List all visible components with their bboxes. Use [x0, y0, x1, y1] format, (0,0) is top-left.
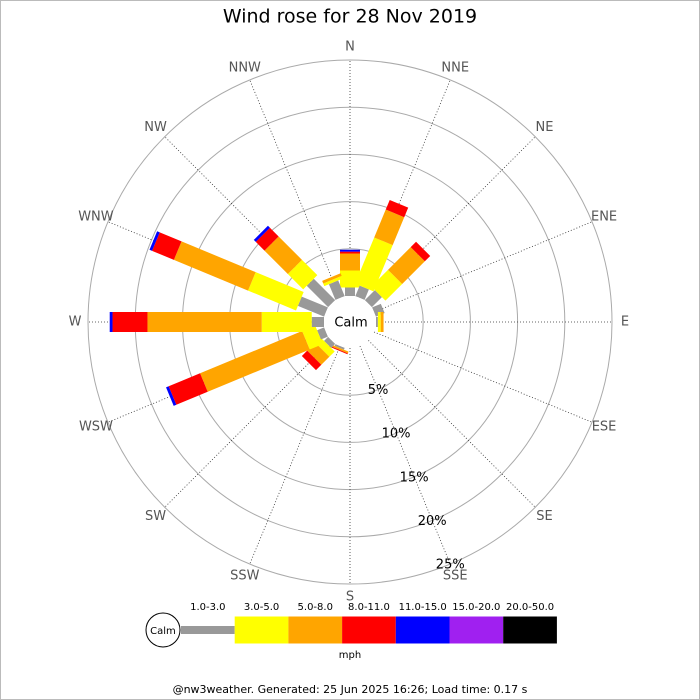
bar-segment [311, 317, 324, 327]
direction-label: NNW [229, 60, 261, 75]
bar-segment [340, 249, 360, 252]
bar-segment [287, 259, 318, 290]
legend-label: 3.0-5.0 [244, 602, 279, 613]
bar-segment [345, 287, 355, 296]
spoke [359, 345, 451, 565]
bar-segment [255, 227, 279, 251]
bar-segment [301, 350, 322, 371]
bar-segment [324, 336, 336, 348]
legend-swatch [395, 616, 450, 644]
bar-segment [253, 225, 270, 242]
bar-segment [380, 312, 384, 332]
bar-segment [306, 278, 336, 308]
bar-segment [317, 327, 328, 340]
direction-label: WNW [78, 209, 114, 224]
bar-segment [323, 275, 343, 287]
bar-segment [168, 373, 208, 405]
legend-label: 8.0-11.0 [348, 602, 390, 613]
legend-label: 11.0-15.0 [399, 602, 447, 613]
bar-segment [152, 232, 182, 260]
ring-label: 10% [382, 427, 411, 442]
ring [87, 59, 613, 585]
legend-swatch [181, 626, 235, 634]
bar-segment [388, 247, 425, 284]
ring-label: 15% [400, 470, 429, 485]
direction-label: ENE [591, 209, 617, 224]
bar-segment [376, 317, 378, 327]
legend-calm [145, 612, 181, 648]
bar-segment [264, 236, 302, 274]
direction-label: NNE [441, 60, 469, 75]
direction-label: W [69, 315, 82, 330]
direction-label: N [345, 40, 355, 55]
legend-label: 15.0-20.0 [452, 602, 500, 613]
bar-segment [322, 273, 342, 284]
bar-segment [112, 312, 148, 332]
spoke [249, 79, 341, 299]
bar-segment [355, 237, 393, 292]
bar-segment [329, 345, 348, 355]
bar-segment [374, 209, 405, 246]
chart-title: Wind rose for 28 Nov 2019 [223, 6, 477, 28]
calm-label: Calm [334, 316, 367, 331]
bar-segment [200, 331, 310, 392]
footer: @nw3weather. Generated: 25 Jun 2025 16:2… [173, 683, 528, 696]
direction-label: SSW [230, 569, 260, 584]
bar-segment [147, 312, 262, 332]
bar-segment [173, 241, 256, 291]
legend-swatch [234, 616, 289, 644]
legend-label: 20.0-50.0 [506, 602, 554, 613]
ring-label: 20% [418, 514, 447, 529]
spoke [368, 340, 536, 508]
spoke [249, 345, 341, 565]
direction-label: NE [535, 120, 553, 135]
bar-segment [328, 280, 345, 300]
bar-segment [149, 231, 160, 251]
legend-unit: mph [339, 650, 361, 661]
direction-label: NW [144, 120, 167, 135]
calm-circle [324, 296, 376, 348]
spoke [373, 221, 593, 313]
legend-swatch [288, 616, 343, 644]
ring-label: 25% [436, 558, 465, 573]
direction-label: ESE [592, 420, 617, 435]
bar-segment [364, 290, 382, 308]
bar-segment [166, 386, 177, 406]
direction-label: E [621, 315, 629, 330]
legend-label: 5.0-8.0 [298, 602, 333, 613]
bar-segment [109, 312, 113, 332]
bar-segment [340, 251, 360, 254]
direction-label: SW [145, 509, 166, 524]
bar-segment [297, 296, 328, 317]
bar-segment [377, 312, 381, 332]
bar-segment [261, 312, 312, 332]
bar-segment [340, 253, 360, 271]
direction-label: WSW [79, 420, 113, 435]
legend-swatch [342, 616, 396, 644]
legend-calm-label: Calm [150, 626, 176, 637]
bar-segment [334, 344, 345, 350]
bar-segment [329, 343, 349, 354]
spoke [373, 331, 593, 423]
direction-label: SSE [443, 569, 468, 584]
ring-label: 5% [368, 383, 389, 398]
bar-segment [355, 285, 369, 300]
legend-swatch [449, 616, 504, 644]
bar-segment [385, 199, 409, 218]
bar-segment [340, 270, 360, 288]
spoke [164, 340, 332, 508]
bar-segment [410, 241, 431, 262]
direction-label: SE [536, 509, 552, 524]
legend-swatch [503, 616, 557, 644]
direction-label: S [346, 590, 354, 605]
bar-segment [248, 272, 304, 311]
legend-label: 1.0-3.0 [190, 602, 225, 613]
bar-segment [371, 269, 403, 301]
